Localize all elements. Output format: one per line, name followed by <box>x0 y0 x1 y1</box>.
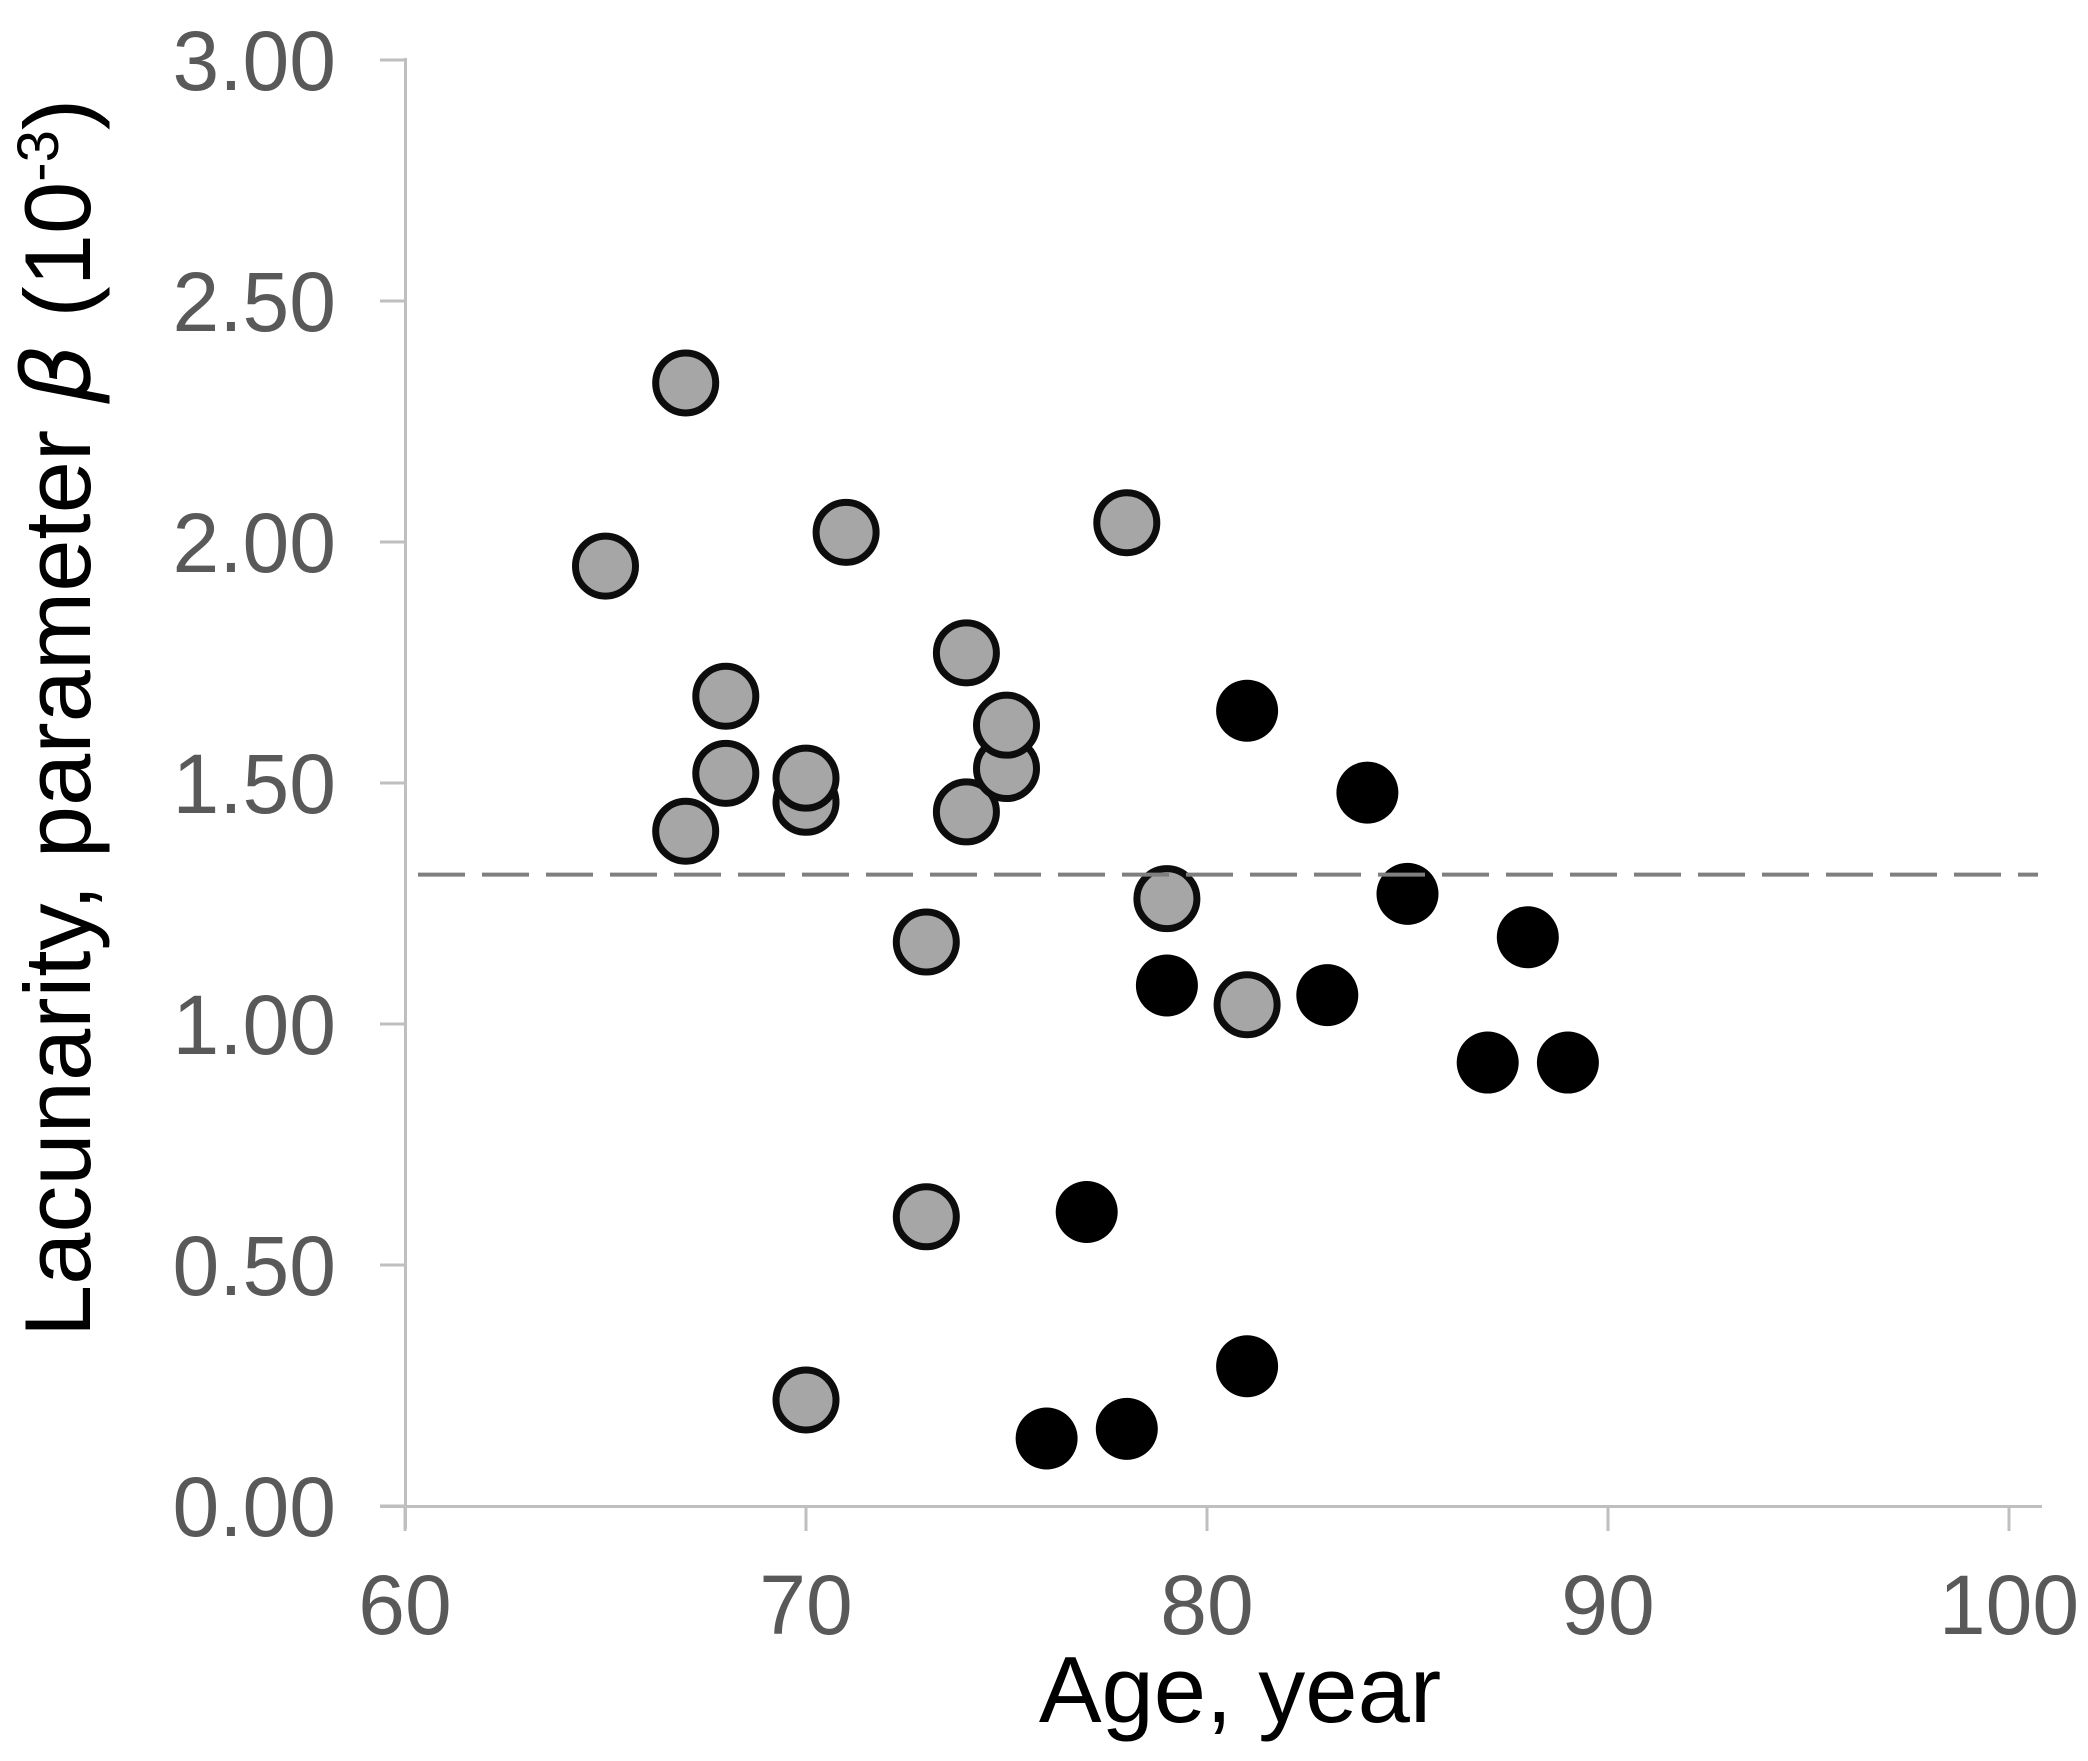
y-axis-tick-label: 1.50 <box>173 737 337 831</box>
y-axis-title-paren-close: ) <box>5 99 110 130</box>
x-axis-tick-label: 80 <box>1160 1558 1253 1652</box>
data-point-gray <box>892 908 960 976</box>
data-point-black <box>1055 1180 1118 1243</box>
data-point-gray <box>932 619 1000 687</box>
data-point-gray <box>1213 971 1281 1039</box>
data-point-gray <box>692 662 760 730</box>
y-axis-tick-label: 3.00 <box>173 14 337 108</box>
data-point-black <box>1296 964 1359 1027</box>
data-point-black <box>1336 761 1399 824</box>
data-point-black <box>1496 906 1559 969</box>
x-axis-ticks: 60 70 80 90 100 <box>358 1506 2079 1652</box>
y-axis-tick-label: 2.50 <box>173 255 337 349</box>
data-point-black <box>1135 954 1198 1017</box>
data-point-black <box>1536 1031 1599 1094</box>
data-point-gray <box>652 349 720 417</box>
data-point-gray <box>772 1366 840 1434</box>
data-point-gray <box>932 778 1000 846</box>
data-point-gray <box>1133 865 1201 933</box>
x-axis-tick-label: 60 <box>358 1558 451 1652</box>
x-axis-tick-label: 100 <box>1939 1558 2079 1652</box>
data-point-black <box>1456 1031 1519 1094</box>
data-point-gray <box>692 739 760 807</box>
data-points-layer <box>572 349 1599 1470</box>
x-axis-tick-label: 90 <box>1561 1558 1654 1652</box>
data-point-black <box>1095 1397 1158 1460</box>
y-axis-title: Lacunarity, parameter β (10-3) <box>4 99 113 1337</box>
y-axis-title-paren-open: (10 <box>5 182 110 344</box>
data-point-gray <box>772 744 840 812</box>
data-point-gray <box>892 1183 960 1251</box>
y-axis-tick-label: 2.00 <box>173 496 337 590</box>
data-point-gray <box>1093 489 1161 557</box>
y-axis-title-beta: β <box>4 344 113 405</box>
data-point-black <box>1216 679 1279 742</box>
data-point-black <box>1376 862 1439 925</box>
y-axis-title-prefix: Lacunarity, parameter <box>5 404 110 1337</box>
x-axis-title: Age, year <box>1039 1637 1441 1742</box>
y-axis-title-superscript: -3 <box>6 130 71 182</box>
data-point-black <box>1216 1335 1279 1398</box>
data-point-gray <box>572 532 639 600</box>
y-axis-tick-label: 0.50 <box>173 1219 337 1313</box>
x-axis-tick-label: 70 <box>759 1558 852 1652</box>
data-point-gray <box>652 797 720 865</box>
data-point-gray <box>812 498 880 566</box>
data-point-gray <box>973 691 1040 759</box>
data-point-black <box>1015 1407 1078 1470</box>
y-axis-tick-label: 0.00 <box>173 1460 337 1554</box>
y-axis-tick-label: 1.00 <box>173 978 337 1072</box>
y-axis-ticks: 3.00 2.50 2.00 1.50 1.00 0.50 0.00 <box>173 14 405 1554</box>
